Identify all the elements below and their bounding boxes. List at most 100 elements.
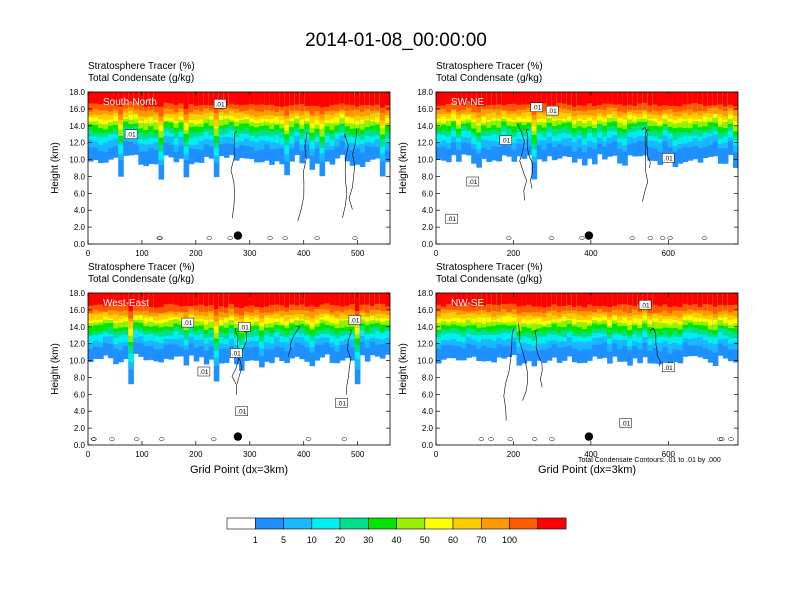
y-tick-label: 18.0	[69, 289, 85, 298]
tracer-cell	[451, 293, 457, 307]
tracer-cell	[228, 293, 235, 304]
x-tick-label: 200	[507, 450, 521, 459]
tracer-cell	[118, 293, 124, 306]
tracer-cell	[88, 92, 94, 104]
tracer-cell	[369, 92, 376, 106]
tracer-cell	[334, 293, 341, 306]
x-tick-label: 200	[189, 450, 203, 459]
condensate-contour	[314, 236, 320, 240]
tracer-cell	[496, 293, 502, 306]
contour-label-box	[348, 315, 362, 325]
y-tick-label: 18.0	[417, 289, 433, 298]
tracer-cell	[561, 92, 568, 104]
y-tick-label: 6.0	[422, 189, 434, 198]
tracer-cell	[441, 92, 447, 106]
tracer-cell	[612, 92, 618, 105]
tracer-cell	[344, 92, 351, 105]
y-tick-label: 10.0	[417, 357, 433, 366]
y-tick-label: 16.0	[69, 105, 85, 114]
tracer-cell	[481, 92, 487, 107]
tracer-cell	[284, 293, 290, 308]
colorbar-swatch	[311, 517, 341, 530]
tracer-cell	[188, 293, 195, 306]
tracer-cell	[223, 293, 230, 308]
tracer-cell	[259, 92, 265, 105]
tracer-cell	[108, 293, 114, 305]
tracer-cell	[339, 293, 346, 307]
tracer-cell	[374, 92, 381, 105]
contour-label: .01	[501, 138, 510, 145]
figure-title: 2014-01-08_00:00:00	[305, 30, 487, 51]
tracer-cell	[309, 293, 316, 306]
tracer-cell	[329, 293, 336, 305]
y-tick-label: 12.0	[417, 139, 433, 148]
tracer-cell	[637, 293, 643, 305]
colorbar-swatch	[396, 517, 426, 530]
x-tick-label: 400	[297, 249, 311, 258]
tracer-cell	[103, 92, 109, 105]
contour-label: .01	[127, 132, 136, 139]
tracer-cell	[592, 293, 598, 306]
tracer-cell	[456, 293, 462, 305]
y-axis-label: Height (km)	[50, 343, 61, 395]
tracer-cell	[324, 293, 331, 304]
y-tick-label: 2.0	[422, 223, 434, 232]
colorbar-legend: 1 5 10 20 30 40 50 60 70 100	[226, 517, 567, 545]
tracer-cell	[254, 92, 260, 105]
x-tick-label: 100	[135, 450, 149, 459]
y-tick-label: 0.0	[422, 240, 434, 249]
x-tick-label: 400	[584, 450, 598, 459]
condensate-contour	[287, 326, 301, 358]
y-tick-label: 14.0	[417, 122, 433, 131]
x-tick-label: 0	[86, 249, 91, 258]
tracer-cell	[208, 293, 215, 305]
tracer-cell	[587, 293, 593, 305]
tracer-cell	[364, 92, 371, 105]
colorbar-tick-label: 60	[448, 535, 458, 545]
tracer-cell	[344, 293, 351, 306]
tracer-cell	[349, 293, 356, 305]
tracer-cell	[299, 293, 305, 305]
tracer-cell	[153, 293, 159, 308]
panel-var2-label: Total Condensate (g/kg)	[88, 274, 195, 285]
tracer-cell	[712, 293, 719, 307]
tracer-cell	[516, 92, 523, 105]
tracer-cell	[279, 92, 285, 107]
tracer-cell	[622, 92, 628, 106]
condensate-contour	[526, 128, 533, 189]
tracer-cell	[234, 92, 240, 105]
condensate-contour	[227, 236, 233, 240]
tracer-cell	[163, 92, 170, 103]
tracer-cell	[692, 293, 699, 305]
tracer-cell	[178, 92, 185, 104]
tracer-cell	[717, 92, 724, 105]
tracer-cell	[491, 293, 497, 305]
tracer-cell	[717, 293, 724, 305]
tracer-cell	[617, 293, 623, 305]
tracer-cell	[566, 293, 573, 306]
y-tick-label: 4.0	[74, 206, 86, 215]
tracer-cell	[379, 293, 386, 304]
tracer-cell	[88, 293, 94, 306]
tracer-cell	[436, 293, 442, 305]
y-tick-label: 10.0	[417, 156, 433, 165]
tracer-cell	[702, 92, 709, 106]
colorbar-swatch	[424, 517, 454, 530]
tracer-cell	[672, 293, 679, 307]
tracer-cell	[677, 293, 684, 308]
tracer-cell	[168, 293, 175, 304]
tracer-cell	[541, 293, 548, 308]
tracer-cell	[123, 92, 129, 104]
tracer-cell	[561, 293, 568, 306]
tracer-cell	[712, 92, 719, 106]
contour-label: .01	[183, 320, 192, 327]
y-tick-label: 12.0	[417, 340, 433, 349]
contour-label-box	[545, 105, 559, 116]
tracer-cell	[566, 92, 573, 105]
panel-var1-label: Stratosphere Tracer (%)	[436, 262, 543, 273]
tracer-cell	[657, 293, 664, 307]
y-tick-label: 6.0	[422, 390, 434, 399]
tracer-cell	[158, 293, 165, 307]
section-label: South-North	[103, 97, 157, 108]
tracer-cell	[506, 92, 513, 104]
